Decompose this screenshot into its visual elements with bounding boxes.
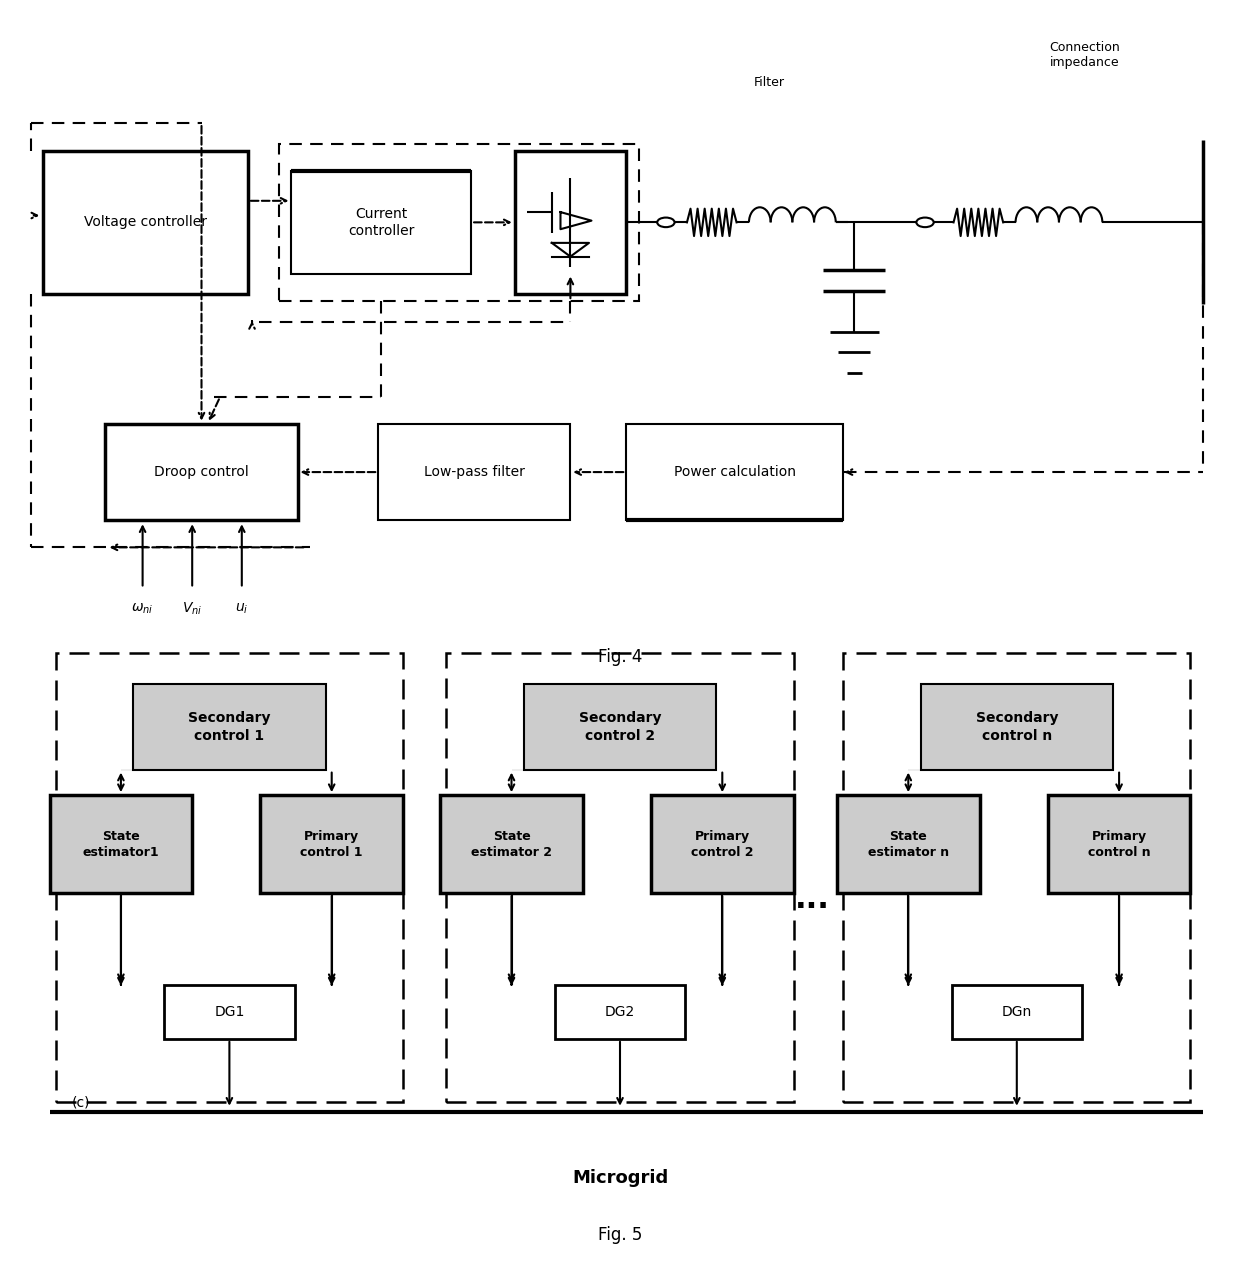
Bar xyxy=(43,151,248,294)
Bar xyxy=(279,143,639,302)
Bar xyxy=(837,796,980,893)
Bar xyxy=(260,796,403,893)
Text: ...: ... xyxy=(795,886,830,914)
Text: Fig. 5: Fig. 5 xyxy=(598,1226,642,1244)
Bar xyxy=(56,653,403,1102)
Text: Primary
control 1: Primary control 1 xyxy=(300,830,363,859)
Text: State
estimator 2: State estimator 2 xyxy=(471,830,552,859)
Bar xyxy=(134,684,326,770)
Text: Connection
impedance: Connection impedance xyxy=(1049,41,1121,68)
Bar xyxy=(440,796,583,893)
Text: Primary
control 2: Primary control 2 xyxy=(691,830,754,859)
Bar xyxy=(164,986,295,1039)
Bar xyxy=(1048,796,1190,893)
Bar xyxy=(50,796,192,893)
Bar xyxy=(515,151,626,294)
Bar xyxy=(651,796,794,893)
Text: Secondary
control 2: Secondary control 2 xyxy=(579,711,661,742)
Text: $\omega_{ni}$: $\omega_{ni}$ xyxy=(131,602,154,616)
Text: Current
controller: Current controller xyxy=(348,207,414,238)
Bar xyxy=(291,171,471,274)
Text: Low-pass filter: Low-pass filter xyxy=(424,465,525,479)
Text: $u_i$: $u_i$ xyxy=(236,602,248,616)
Text: Droop control: Droop control xyxy=(154,465,249,479)
Bar xyxy=(378,424,570,519)
Text: DG1: DG1 xyxy=(215,1005,244,1019)
Bar xyxy=(556,986,684,1039)
Text: DG2: DG2 xyxy=(605,1005,635,1019)
Text: Voltage controller: Voltage controller xyxy=(84,215,207,229)
Text: DGn: DGn xyxy=(1002,1005,1032,1019)
Text: (c): (c) xyxy=(72,1095,89,1110)
Bar xyxy=(843,653,1190,1102)
Text: Secondary
control 1: Secondary control 1 xyxy=(188,711,270,742)
Text: Power calculation: Power calculation xyxy=(673,465,796,479)
Text: Filter: Filter xyxy=(753,76,784,89)
Bar xyxy=(920,684,1114,770)
Text: State
estimator1: State estimator1 xyxy=(83,830,159,859)
Bar xyxy=(523,684,717,770)
Bar xyxy=(626,424,843,519)
Bar xyxy=(446,653,794,1102)
Text: State
estimator n: State estimator n xyxy=(868,830,949,859)
Text: Microgrid: Microgrid xyxy=(572,1169,668,1187)
Text: $V_{ni}$: $V_{ni}$ xyxy=(182,601,202,617)
Bar xyxy=(952,986,1081,1039)
Text: Secondary
control n: Secondary control n xyxy=(976,711,1058,742)
Text: Fig. 4: Fig. 4 xyxy=(598,647,642,666)
Bar xyxy=(105,424,298,519)
Text: Primary
control n: Primary control n xyxy=(1087,830,1151,859)
